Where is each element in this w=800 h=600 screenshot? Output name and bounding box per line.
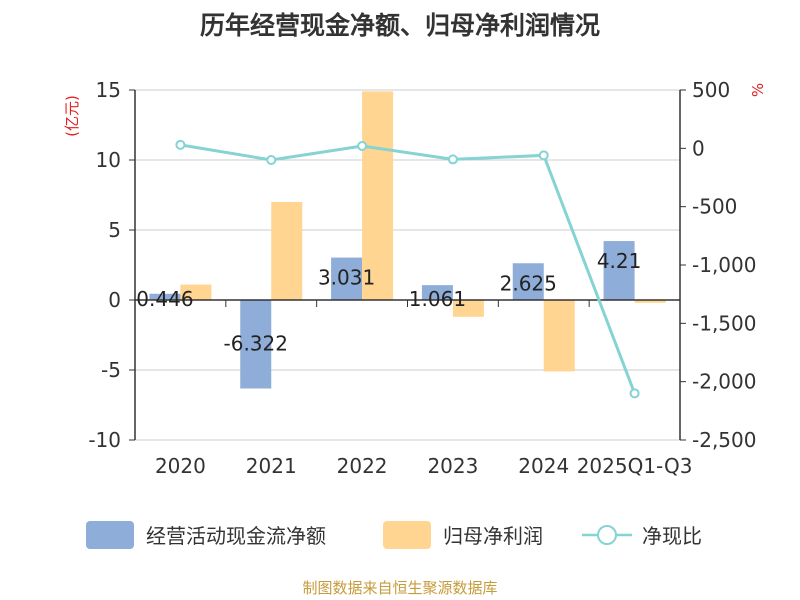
ratio-point — [357, 141, 368, 151]
bar-netprofit — [543, 300, 575, 372]
bar-netprofit — [634, 300, 666, 303]
bar-netprofit — [362, 91, 394, 301]
bar-cashflow — [149, 293, 181, 300]
left-tick-label: 5 — [108, 218, 121, 242]
data-label: 2.625 — [500, 271, 557, 295]
left-tick-label: -5 — [101, 358, 121, 382]
bar-cashflow — [240, 300, 272, 389]
bar-netprofit — [271, 202, 303, 300]
right-tick-label: -1,000 — [692, 253, 756, 277]
ratio-point — [266, 155, 277, 165]
left-tick-label: 15 — [96, 78, 121, 102]
legend-label: 归母净利润 — [443, 524, 543, 548]
bar-cashflow — [512, 263, 544, 300]
left-tick-label: 0 — [108, 288, 121, 312]
left-axis-unit: (亿元) — [63, 95, 81, 137]
right-tick-label: -1,500 — [692, 311, 756, 335]
bars — [149, 91, 666, 389]
data-label: 1.061 — [409, 287, 466, 311]
ratio-point — [538, 150, 549, 161]
left-tick-label: 10 — [96, 148, 121, 172]
left-tick-label: -10 — [88, 428, 121, 452]
right-tick-label: -500 — [692, 195, 737, 219]
bar-cashflow — [603, 241, 635, 300]
x-tick-label: 2024 — [518, 454, 569, 478]
ratio-line — [175, 139, 640, 399]
axes: 15 10 5 0 -5 -10 500 0 -500 -1,000 -1,500 -2,000 -2,… — [63, 78, 767, 478]
right-tick-label: -2,000 — [692, 370, 756, 394]
ratio-point — [175, 139, 186, 150]
ratio-line-path — [180, 143, 636, 394]
legend-swatch — [86, 521, 134, 549]
legend: 经营活动现金流净额 归母净利润 净现比 — [86, 521, 702, 549]
ratio-point — [629, 388, 640, 399]
legend-label: 经营活动现金流净额 — [146, 524, 326, 548]
source-note: 制图数据来自恒生聚源数据库 — [302, 579, 497, 597]
right-tick-label: -2,500 — [692, 428, 756, 452]
bar-cashflow — [331, 257, 363, 300]
legend-label: 净现比 — [642, 524, 702, 548]
legend-swatch — [383, 521, 431, 549]
data-label: 3.031 — [318, 266, 375, 290]
x-tick-label: 2022 — [337, 454, 388, 478]
bar-netprofit — [180, 284, 212, 300]
ratio-point — [447, 154, 458, 165]
bar-cashflow — [421, 285, 453, 300]
bar-netprofit — [452, 300, 484, 317]
right-axis-unit: % — [749, 83, 767, 97]
right-tick-label: 500 — [692, 78, 730, 102]
legend-marker — [597, 525, 617, 545]
x-tick-label: 2020 — [155, 454, 206, 478]
right-tick-label: 0 — [692, 136, 705, 160]
chart-title: 历年经营现金净额、归母净利润情况 — [200, 11, 600, 40]
data-label: 0.446 — [136, 287, 193, 311]
data-labels: 0.446 -6.322 3.031 1.061 2.625 4.21 — [136, 249, 641, 355]
x-tick-label: 2025Q1-Q3 — [577, 454, 693, 478]
x-tick-label: 2021 — [246, 454, 297, 478]
data-label: 4.21 — [597, 249, 642, 273]
x-tick-label: 2023 — [427, 454, 478, 478]
data-label: -6.322 — [224, 332, 288, 356]
